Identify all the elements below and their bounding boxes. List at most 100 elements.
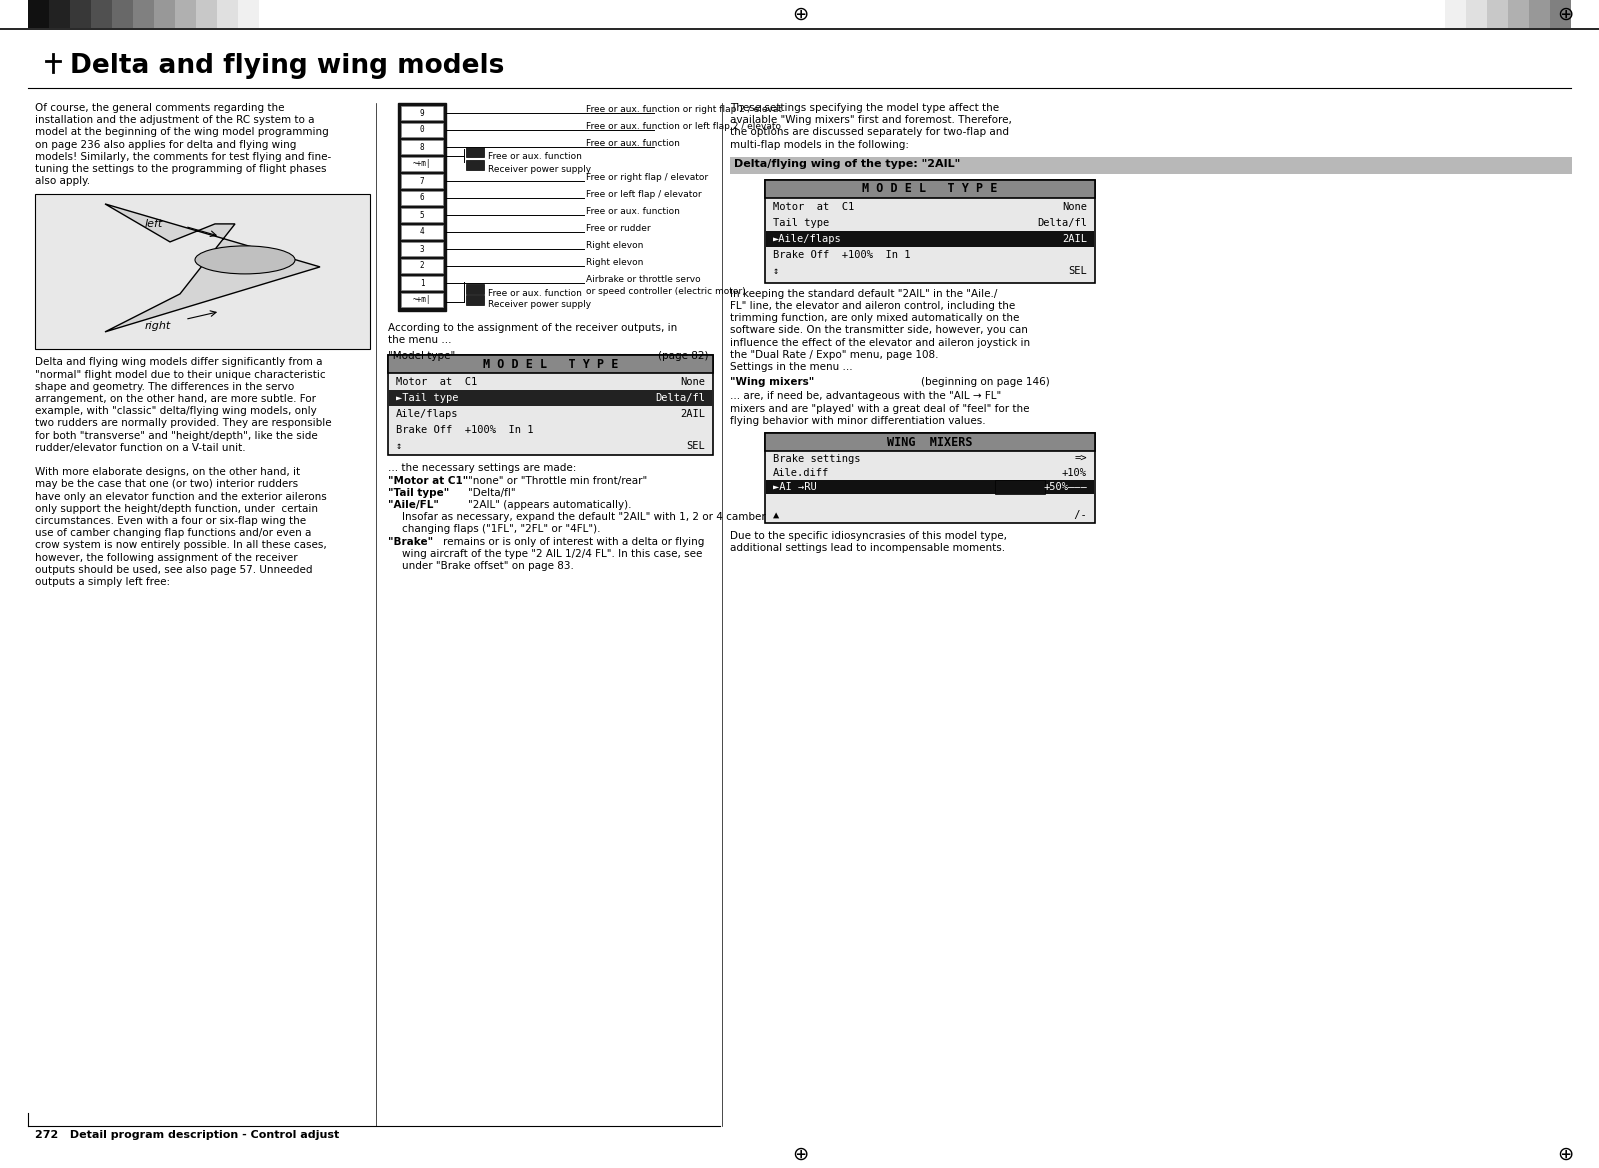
Bar: [401, 123, 443, 137]
Text: (page 82): (page 82): [657, 352, 708, 361]
Bar: [154, 0, 174, 28]
Bar: [70, 0, 91, 28]
Text: flying behavior with minor differentiation values.: flying behavior with minor differentiati…: [731, 416, 985, 426]
Text: 7: 7: [419, 176, 424, 186]
Text: "Aile/FL": "Aile/FL": [389, 500, 438, 510]
Text: With more elaborate designs, on the other hand, it: With more elaborate designs, on the othe…: [35, 467, 301, 478]
Text: According to the assignment of the receiver outputs, in: According to the assignment of the recei…: [389, 324, 678, 333]
Bar: [995, 480, 1046, 494]
Bar: [238, 0, 259, 28]
Text: remains or is only of interest with a delta or flying: remains or is only of interest with a de…: [443, 536, 705, 547]
Bar: [35, 194, 369, 349]
Text: only support the height/depth function, under  certain: only support the height/depth function, …: [35, 503, 318, 514]
Bar: [133, 0, 154, 28]
Text: available "Wing mixers" first and foremost. Therefore,: available "Wing mixers" first and foremo…: [731, 116, 1012, 125]
Text: Of course, the general comments regarding the: Of course, the general comments regardin…: [35, 103, 285, 113]
Bar: [389, 355, 713, 374]
Bar: [401, 192, 443, 206]
Text: 8: 8: [419, 142, 424, 152]
Text: ↕: ↕: [397, 442, 403, 451]
Text: Delta and flying wing models: Delta and flying wing models: [70, 53, 504, 79]
Text: wing aircraft of the type "2 AIL 1/2/4 FL". In this case, see: wing aircraft of the type "2 AIL 1/2/4 F…: [401, 549, 702, 558]
Text: +10%: +10%: [1062, 468, 1087, 478]
Text: 6: 6: [419, 194, 424, 202]
Text: ►Tail type: ►Tail type: [397, 394, 459, 403]
Text: rudder/elevator function on a V-tail unit.: rudder/elevator function on a V-tail uni…: [35, 443, 246, 453]
Text: Right elevon: Right elevon: [585, 241, 643, 250]
Text: under "Brake offset" on page 83.: under "Brake offset" on page 83.: [401, 561, 574, 571]
Bar: [1466, 0, 1487, 28]
Bar: [1508, 0, 1529, 28]
Text: SEL: SEL: [686, 442, 705, 451]
Text: for both "transverse" and "height/depth", like the side: for both "transverse" and "height/depth"…: [35, 431, 318, 440]
Text: crow system is now entirely possible. In all these cases,: crow system is now entirely possible. In…: [35, 541, 326, 550]
Text: (beginning on page 146): (beginning on page 146): [921, 377, 1051, 388]
Text: Free or aux. function or left flap 2 / elevato: Free or aux. function or left flap 2 / e…: [585, 121, 780, 131]
Bar: [766, 231, 1094, 246]
Text: multi-flap models in the following:: multi-flap models in the following:: [731, 140, 908, 150]
Text: These settings specifying the model type affect the: These settings specifying the model type…: [731, 103, 999, 113]
Text: Insofar as necessary, expand the default "2AIL" with 1, 2 or 4 camber: Insofar as necessary, expand the default…: [401, 513, 766, 522]
Text: Airbrake or throttle servo: Airbrake or throttle servo: [585, 274, 700, 284]
Text: Free or aux. function: Free or aux. function: [488, 152, 582, 161]
Text: 2: 2: [419, 262, 424, 271]
Text: Due to the specific idiosyncrasies of this model type,: Due to the specific idiosyncrasies of th…: [731, 531, 1007, 541]
Text: additional settings lead to incompensable moments.: additional settings lead to incompensabl…: [731, 543, 1006, 554]
Text: Aile/flaps: Aile/flaps: [397, 410, 459, 419]
Text: left: left: [146, 220, 163, 229]
Text: WING  MIXERS: WING MIXERS: [887, 436, 972, 449]
Bar: [197, 0, 217, 28]
Bar: [401, 106, 443, 120]
Text: ↕: ↕: [772, 266, 779, 276]
Text: M O D E L   T Y P E: M O D E L T Y P E: [483, 357, 619, 371]
Bar: [259, 0, 280, 28]
Text: Brake Off  +100%  In 1: Brake Off +100% In 1: [772, 250, 910, 259]
Text: "Delta/fl": "Delta/fl": [469, 488, 515, 498]
Bar: [764, 180, 1095, 197]
Text: In keeping the standard default "2AIL" in the "Aile./: In keeping the standard default "2AIL" i…: [731, 288, 998, 299]
Text: influence the effect of the elevator and aileron joystick in: influence the effect of the elevator and…: [731, 338, 1030, 348]
Text: FL" line, the elevator and aileron control, including the: FL" line, the elevator and aileron contr…: [731, 301, 1015, 311]
Text: 0: 0: [419, 125, 424, 134]
Text: Motor  at  C1: Motor at C1: [397, 377, 477, 388]
Text: ▲: ▲: [772, 510, 779, 520]
Text: however, the following assignment of the receiver: however, the following assignment of the…: [35, 552, 297, 563]
Text: arrangement, on the other hand, are more subtle. For: arrangement, on the other hand, are more…: [35, 394, 317, 404]
Bar: [401, 140, 443, 154]
Text: use of camber changing flap functions and/or even a: use of camber changing flap functions an…: [35, 528, 312, 538]
Text: "Motor at C1": "Motor at C1": [389, 475, 469, 486]
Text: ~+m|: ~+m|: [413, 160, 432, 168]
Text: Brake Off  +100%  In 1: Brake Off +100% In 1: [397, 425, 534, 436]
Text: models! Similarly, the comments for test flying and fine-: models! Similarly, the comments for test…: [35, 152, 331, 162]
Text: the "Dual Rate / Expo" menu, page 108.: the "Dual Rate / Expo" menu, page 108.: [731, 349, 939, 360]
Bar: [217, 0, 238, 28]
Text: M O D E L   T Y P E: M O D E L T Y P E: [862, 182, 998, 195]
Text: trimming function, are only mixed automatically on the: trimming function, are only mixed automa…: [731, 313, 1020, 324]
Text: None: None: [680, 377, 705, 388]
Bar: [401, 208, 443, 222]
Text: ~+m|: ~+m|: [413, 296, 432, 305]
Bar: [731, 157, 1572, 174]
Text: Delta/fl: Delta/fl: [1038, 217, 1087, 228]
Bar: [398, 103, 446, 311]
Text: Tail type: Tail type: [772, 217, 830, 228]
Bar: [389, 355, 713, 456]
Text: 4: 4: [419, 228, 424, 236]
Text: may be the case that one (or two) interior rudders: may be the case that one (or two) interi…: [35, 479, 297, 489]
Text: /-: /-: [1068, 510, 1087, 520]
Bar: [389, 390, 712, 406]
Bar: [465, 147, 484, 157]
Text: ►AI →RU: ►AI →RU: [772, 482, 817, 492]
Polygon shape: [106, 204, 320, 332]
Bar: [401, 225, 443, 239]
Text: ... are, if need be, advantageous with the "AIL → FL": ... are, if need be, advantageous with t…: [731, 391, 1001, 402]
Text: "2AIL" (appears automatically).: "2AIL" (appears automatically).: [469, 500, 632, 510]
Text: have only an elevator function and the exterior ailerons: have only an elevator function and the e…: [35, 492, 326, 501]
Bar: [401, 293, 443, 307]
Bar: [401, 242, 443, 256]
Text: or speed controller (electric motor): or speed controller (electric motor): [585, 287, 745, 297]
Text: Free or aux. function: Free or aux. function: [488, 288, 582, 298]
Bar: [29, 0, 50, 28]
Bar: [1445, 0, 1466, 28]
Text: Settings in the menu ...: Settings in the menu ...: [731, 362, 852, 371]
